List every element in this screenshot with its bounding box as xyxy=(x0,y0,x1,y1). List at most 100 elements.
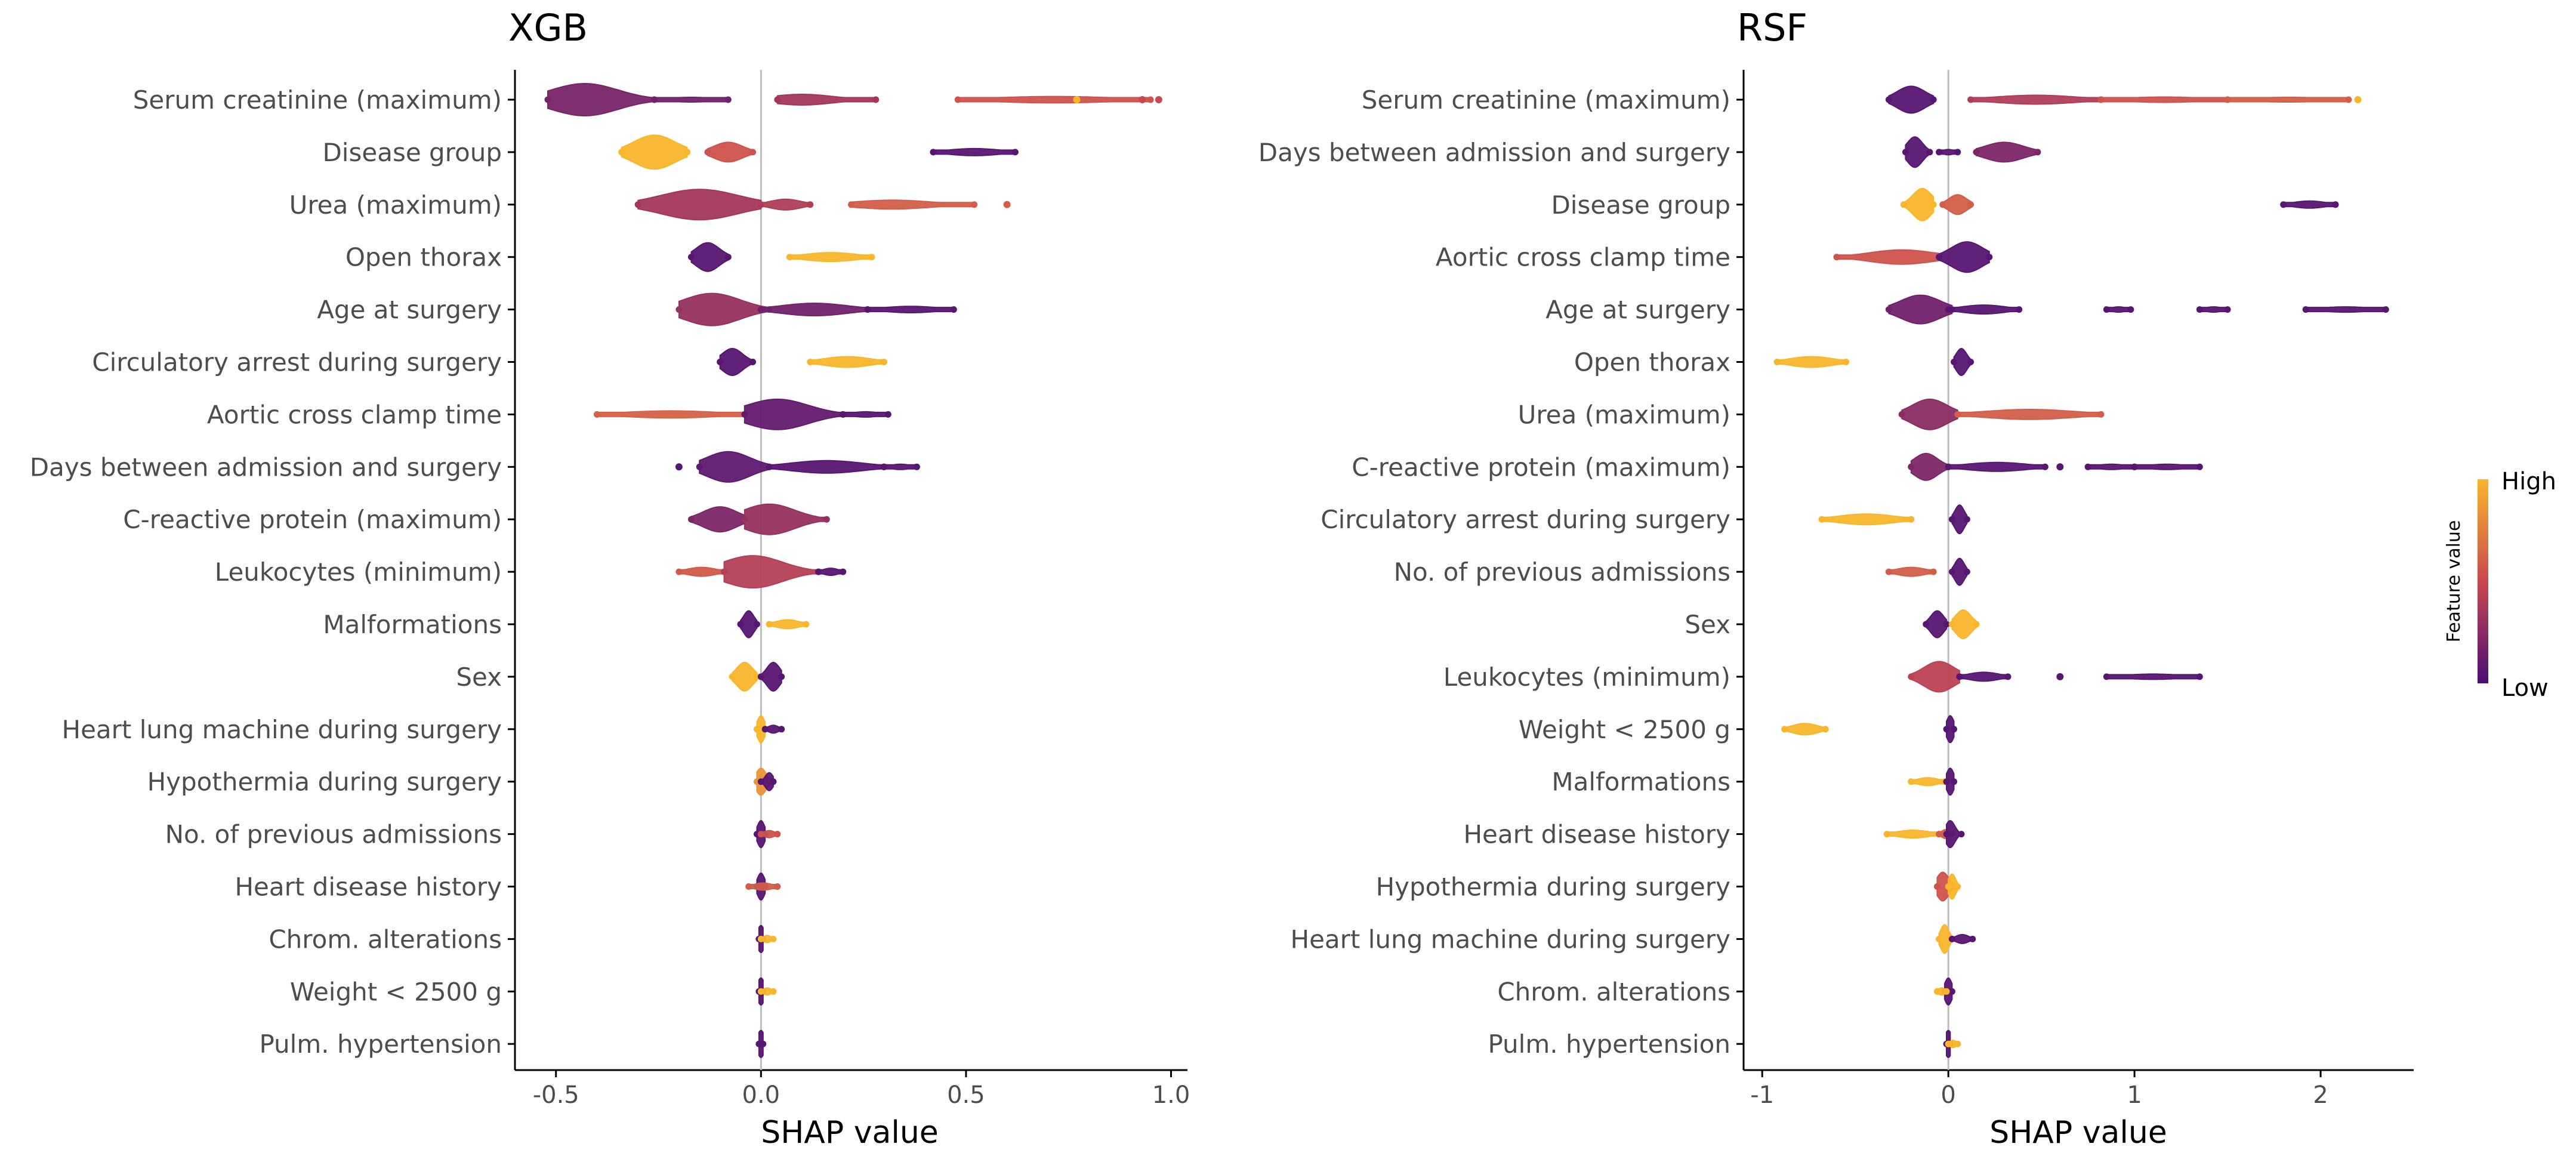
shap-point-cluster xyxy=(2282,200,2336,209)
beeswarm-row-serum-creatinine-maximum xyxy=(544,83,1162,116)
shap-point-cluster xyxy=(769,619,807,630)
shap-point-cluster xyxy=(932,147,1016,156)
beeswarm-row-heart-lung-machine-during-surgery xyxy=(1936,924,1976,954)
shap-point xyxy=(2280,201,2287,208)
shap-point-cluster xyxy=(678,566,725,577)
feature-labels-rsf: Serum creatinine (maximum) Days between a… xyxy=(1258,85,1744,1059)
shap-point xyxy=(1936,254,1943,261)
shap-point-cluster xyxy=(850,199,975,210)
shap-point-cluster xyxy=(1957,409,2102,420)
feature-label-pulm-hypertension: Pulm. hypertension xyxy=(259,1029,502,1059)
beeswarm-row-disease-group xyxy=(618,134,1019,170)
shap-point xyxy=(2382,306,2389,313)
feature-label-heart-lung-machine-during-surgery: Heart lung machine during surgery xyxy=(61,715,502,744)
shap-point xyxy=(807,201,814,208)
shap-point xyxy=(1954,883,1961,890)
x-tick-label: -1 xyxy=(1750,1081,1774,1109)
feature-label-open-thorax: Open thorax xyxy=(1574,348,1730,377)
shap-point-cluster xyxy=(957,95,1152,104)
beeswarm-row-days-between-admission-and-surgery xyxy=(675,451,920,483)
shap-point xyxy=(1900,201,1907,208)
shap-point xyxy=(757,935,764,942)
beeswarm-row-pulm-hypertension xyxy=(1943,1029,1961,1058)
panel-title-xgb: XGB xyxy=(508,6,588,50)
feature-label-serum-creatinine-maximum: Serum creatinine (maximum) xyxy=(1362,85,1730,115)
shap-point xyxy=(2103,306,2110,313)
shap-point xyxy=(1843,359,1850,365)
shap-point xyxy=(1822,726,1829,733)
feature-label-circulatory-arrest-during-surgery: Circulatory arrest during surgery xyxy=(1321,505,1730,534)
feature-label-aortic-cross-clamp-time: Aortic cross clamp time xyxy=(207,400,502,429)
beeswarm-row-malformations xyxy=(1908,767,1957,796)
shap-point xyxy=(1898,411,1905,418)
shap-point xyxy=(1139,96,1146,103)
beeswarm-row-hypothermia-during-surgery xyxy=(753,767,777,796)
shap-point-cluster xyxy=(1942,194,1972,215)
x-axis-title-rsf: SHAP value xyxy=(1989,1115,2167,1151)
shap-point xyxy=(757,673,764,680)
shap-point-cluster xyxy=(1888,566,1935,577)
shap-point-cluster xyxy=(1910,661,1960,693)
shap-point xyxy=(1011,149,1019,156)
beeswarm-row-no-of-previous-admissions xyxy=(753,820,781,849)
shap-point-cluster xyxy=(760,303,868,317)
shap-point xyxy=(815,568,822,575)
shap-point xyxy=(766,621,773,628)
feature-label-c-reactive-protein-maximum: C-reactive protein (maximum) xyxy=(123,505,502,534)
shap-point xyxy=(770,988,777,995)
shap-point xyxy=(1073,96,1081,103)
feature-label-leukocytes-minimum: Leukocytes (minimum) xyxy=(1443,662,1730,692)
shap-point-cluster xyxy=(1946,767,1955,796)
shap-point xyxy=(1923,621,1930,628)
shap-point xyxy=(2224,306,2231,313)
shap-point xyxy=(868,254,875,261)
shap-point xyxy=(913,463,920,470)
shap-point-cluster xyxy=(776,94,877,106)
shap-point-cluster xyxy=(760,661,782,692)
shap-point xyxy=(1958,831,1965,838)
shap-point xyxy=(1948,568,1955,575)
feature-label-disease-group: Disease group xyxy=(1551,190,1730,220)
shap-point-cluster xyxy=(690,242,729,272)
shap-point xyxy=(840,411,847,418)
shap-point xyxy=(2034,149,2041,156)
shap-point xyxy=(774,96,781,103)
shap-point xyxy=(753,621,760,628)
shap-point-cluster xyxy=(1925,610,1947,639)
feature-label-circulatory-arrest-during-surgery: Circulatory arrest during surgery xyxy=(92,348,502,377)
shap-point xyxy=(1950,778,1957,785)
beeswarm-row-disease-group xyxy=(1900,187,2339,221)
beeswarm-row-urea-maximum xyxy=(634,189,1011,221)
shap-point-cluster xyxy=(690,506,745,533)
shap-point xyxy=(2354,96,2362,103)
feature-label-heart-disease-history: Heart disease history xyxy=(1463,820,1730,849)
legend-color-bar xyxy=(2478,479,2488,683)
shap-point xyxy=(757,306,764,313)
shap-point xyxy=(675,306,683,313)
shap-point xyxy=(1933,988,1941,995)
shap-point-cluster xyxy=(699,451,770,483)
beeswarm-row-leukocytes-minimum xyxy=(1908,661,2203,693)
shap-point xyxy=(803,621,810,628)
shap-point xyxy=(1948,935,1955,942)
shap-point xyxy=(757,988,764,995)
beeswarm-row-no-of-previous-admissions xyxy=(1885,557,1970,586)
shap-point xyxy=(1967,359,1975,365)
shap-point xyxy=(2103,673,2110,680)
shap-point xyxy=(675,568,683,575)
shap-point-cluster xyxy=(1901,398,1958,430)
beeswarm-row-urea-maximum xyxy=(1898,398,2105,430)
shap-point-cluster xyxy=(1951,504,1968,535)
shap-point xyxy=(741,516,748,523)
beeswarm-row-c-reactive-protein-maximum xyxy=(1908,452,2203,481)
beeswarm-row-pulm-hypertension xyxy=(755,1029,767,1058)
feature-label-pulm-hypertension: Pulm. hypertension xyxy=(1488,1029,1730,1059)
feature-label-aortic-cross-clamp-time: Aortic cross clamp time xyxy=(1436,243,1730,272)
shap-point-cluster xyxy=(1836,249,1940,265)
shap-point xyxy=(2056,463,2064,471)
shap-point xyxy=(1155,96,1162,103)
shap-point xyxy=(720,568,727,575)
shap-point xyxy=(1954,149,1961,156)
shap-point xyxy=(2041,463,2049,470)
beeswarm-row-heart-disease-history xyxy=(745,873,781,901)
